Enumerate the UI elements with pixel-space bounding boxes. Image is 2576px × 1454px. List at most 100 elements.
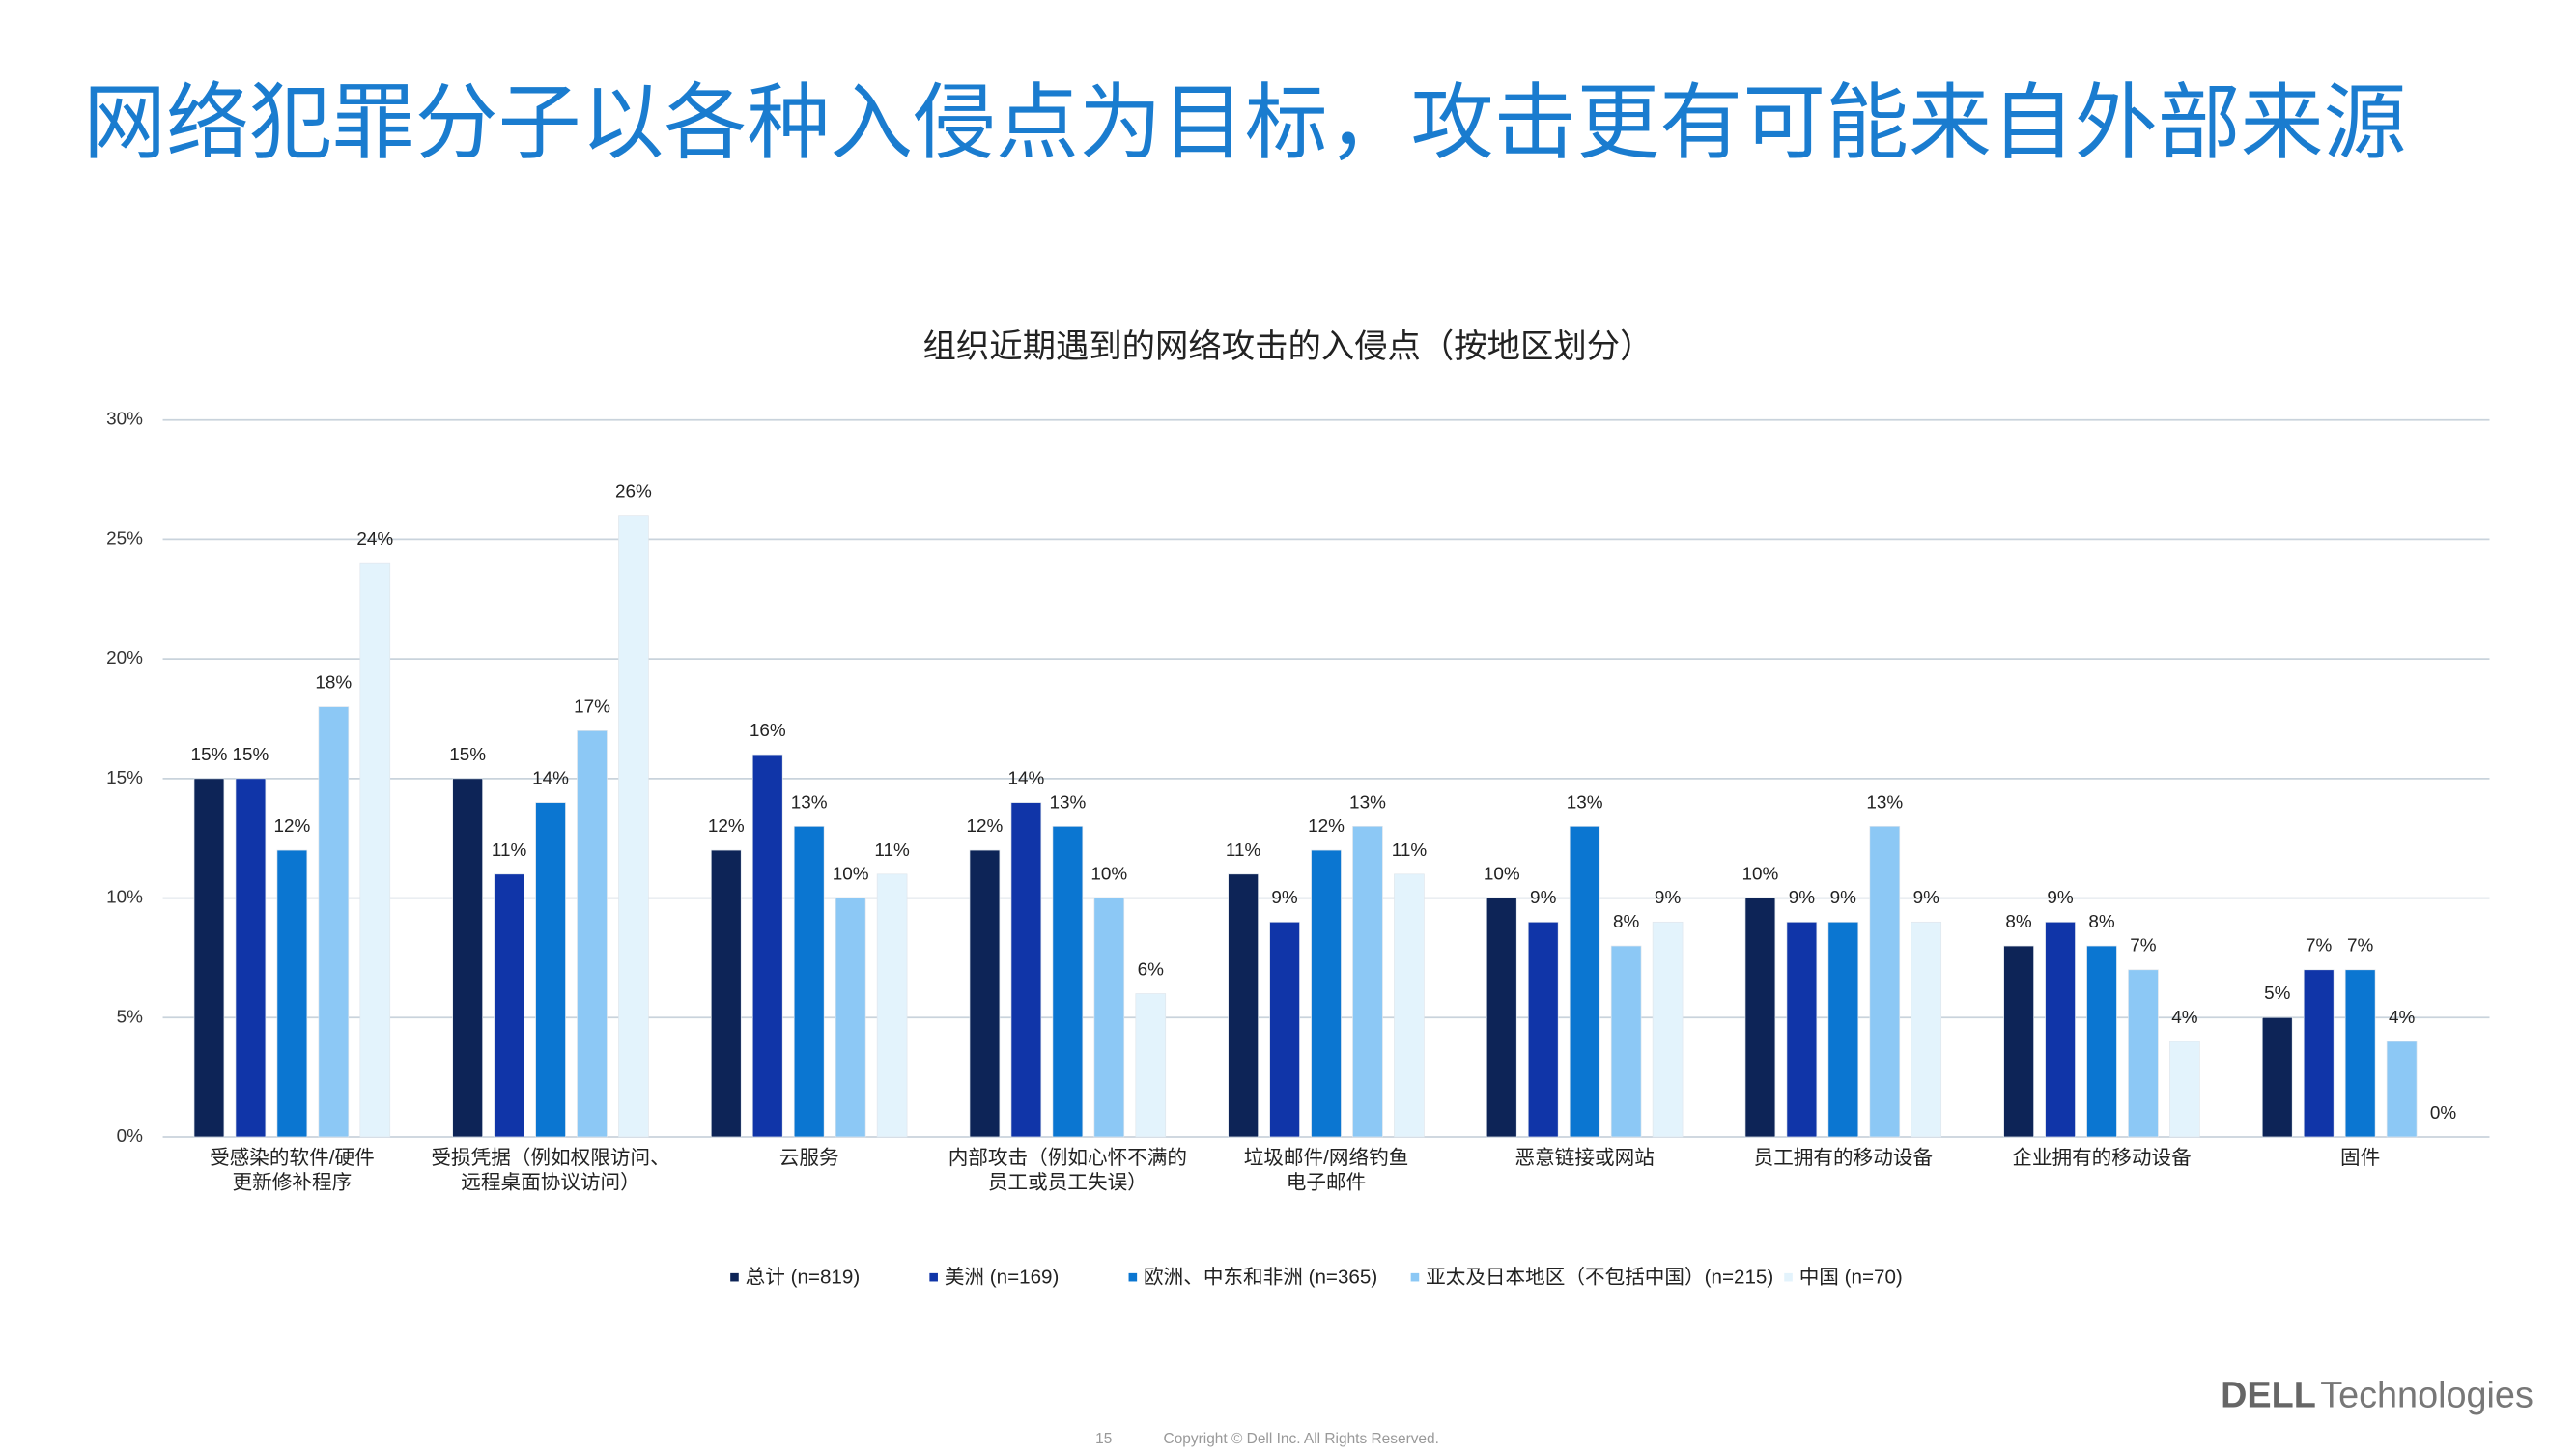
value-label: 6% — [1138, 959, 1165, 980]
x-tick-label: 受感染的软件/硬件 — [210, 1147, 375, 1169]
y-tick-label: 15% — [106, 768, 143, 788]
x-tick-label: 员工或员工失误） — [988, 1172, 1147, 1194]
bar — [535, 802, 566, 1138]
value-label: 11% — [492, 841, 527, 861]
page-number: 15 — [1095, 1431, 1112, 1447]
value-label: 14% — [1007, 769, 1044, 789]
bar — [1135, 993, 1167, 1138]
x-tick-label: 内部攻击（例如心怀不满的 — [948, 1147, 1187, 1169]
bar — [2045, 921, 2076, 1138]
bar — [318, 706, 350, 1138]
bar — [1869, 825, 1901, 1138]
value-label: 9% — [1655, 888, 1682, 908]
bar — [2303, 969, 2335, 1138]
bar — [494, 873, 524, 1138]
bar — [2386, 1041, 2418, 1138]
value-label: 7% — [2347, 936, 2374, 956]
value-label: 13% — [1866, 792, 1903, 813]
value-label: 24% — [356, 529, 393, 550]
value-label: 7% — [2130, 936, 2157, 956]
value-label: 9% — [1271, 888, 1298, 908]
value-label: 8% — [2088, 912, 2115, 932]
bar — [1052, 825, 1084, 1138]
bar — [793, 825, 825, 1138]
value-label: 10% — [1742, 864, 1779, 884]
bar — [235, 778, 267, 1138]
bar — [1093, 898, 1125, 1138]
copyright: Copyright © Dell Inc. All Rights Reserve… — [1164, 1431, 1439, 1447]
x-tick-label: 更新修补程序 — [233, 1172, 353, 1194]
value-label: 15% — [449, 745, 486, 765]
value-label: 0% — [2430, 1103, 2457, 1124]
bar — [876, 873, 908, 1138]
value-label: 8% — [2005, 912, 2032, 932]
x-tick-label: 企业拥有的移动设备 — [2012, 1147, 2192, 1169]
x-tick-label: 远程桌面协议访问） — [461, 1172, 639, 1194]
y-tick-label: 10% — [106, 888, 143, 908]
bar — [2086, 945, 2117, 1138]
y-tick-label: 5% — [117, 1007, 144, 1027]
bar — [1486, 898, 1517, 1138]
bar — [577, 730, 608, 1138]
value-label: 9% — [1530, 888, 1557, 908]
value-label: 17% — [574, 697, 610, 717]
legend-swatch — [1784, 1272, 1793, 1282]
value-label: 11% — [874, 841, 910, 861]
logo-dell: DELL — [2221, 1376, 2316, 1416]
bar — [969, 849, 1001, 1138]
bar — [1610, 945, 1642, 1138]
value-label: 14% — [532, 769, 569, 789]
bar — [2261, 1016, 2293, 1138]
value-label: 10% — [833, 864, 869, 884]
value-label: 8% — [1613, 912, 1640, 932]
value-label: 10% — [1484, 864, 1520, 884]
bar — [618, 515, 649, 1138]
value-label: 11% — [1392, 841, 1428, 861]
y-tick-label: 30% — [106, 410, 143, 430]
legend-swatch — [929, 1272, 938, 1282]
bar — [359, 562, 391, 1138]
value-label: 12% — [967, 816, 1004, 837]
legend-label: 亚太及日本地区（不包括中国）(n=215) — [1426, 1266, 1773, 1288]
legend-swatch — [1128, 1272, 1138, 1282]
y-tick-label: 20% — [106, 648, 143, 669]
legend-label: 总计 (n=819) — [746, 1266, 861, 1288]
value-label: 13% — [1349, 792, 1386, 813]
legend-swatch — [1410, 1272, 1420, 1282]
bar — [1228, 873, 1259, 1138]
value-label: 9% — [1830, 888, 1857, 908]
value-label: 9% — [1789, 888, 1816, 908]
bar — [2003, 945, 2034, 1138]
bar — [1269, 921, 1300, 1138]
value-label: 13% — [1049, 792, 1086, 813]
value-label: 5% — [2264, 984, 2291, 1004]
value-label: 12% — [708, 816, 745, 837]
bar — [1744, 898, 1776, 1138]
legend-label: 欧洲、中东和非洲 (n=365) — [1144, 1266, 1377, 1288]
value-label: 15% — [191, 745, 228, 765]
value-label: 9% — [1913, 888, 1940, 908]
x-tick-label: 员工拥有的移动设备 — [1754, 1147, 1934, 1169]
bar — [193, 778, 225, 1138]
value-label: 12% — [1308, 816, 1345, 837]
bar — [2344, 969, 2376, 1138]
bar — [1394, 873, 1425, 1138]
slide-title: 网络犯罪分子以各种入侵点为目标，攻击更有可能来自外部来源 — [83, 77, 2406, 170]
y-tick-label: 25% — [106, 528, 143, 549]
y-tick-label: 0% — [117, 1126, 144, 1147]
bar — [1010, 802, 1042, 1138]
bar — [710, 849, 742, 1138]
bar — [1786, 921, 1818, 1138]
value-label: 4% — [2171, 1008, 2198, 1028]
x-tick-label: 受损凭据（例如权限访问、 — [431, 1147, 669, 1169]
bar — [276, 849, 308, 1138]
value-label: 11% — [1226, 841, 1261, 861]
bar — [835, 898, 866, 1138]
bar — [1311, 849, 1342, 1138]
value-label: 4% — [2389, 1008, 2416, 1028]
legend-label: 中国 (n=70) — [1799, 1266, 1903, 1288]
value-label: 15% — [233, 745, 269, 765]
bar — [2169, 1041, 2200, 1138]
